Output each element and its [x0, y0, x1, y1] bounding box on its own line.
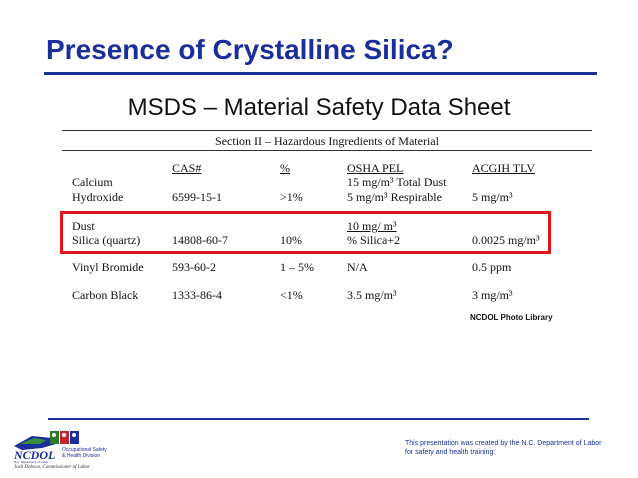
row-pel: N/A — [347, 260, 368, 274]
row-tlv: 5 mg/m³ — [472, 190, 513, 204]
title-divider — [44, 72, 597, 75]
row-percent: 1 – 5% — [280, 260, 314, 274]
row-pel: % Silica+2 — [347, 233, 401, 247]
row-cas: 6599-15-1 — [172, 190, 222, 204]
row-percent: <1% — [280, 288, 303, 302]
logo-department: N.C. Department of Labor — [14, 460, 49, 464]
header-cas: CAS# — [172, 161, 202, 175]
row-percent: >1% — [280, 190, 303, 204]
row-name: Hydroxide — [72, 190, 124, 204]
footer-divider — [48, 418, 589, 420]
row-tlv: 3 mg/m³ — [472, 288, 513, 302]
msds-excerpt: Section II – Hazardous Ingredients of Ma… — [62, 128, 592, 324]
section-title: Section II – Hazardous Ingredients of Ma… — [215, 134, 439, 148]
photo-credit: NCDOL Photo Library — [470, 313, 553, 322]
row-name: Calcium — [72, 175, 113, 189]
row-name: Dust — [72, 219, 95, 233]
row-name: Vinyl Bromide — [72, 260, 144, 274]
row-cas: 593-60-2 — [172, 260, 216, 274]
header-percent: % — [280, 161, 290, 175]
slide-title: Presence of Crystalline Silica? — [46, 34, 454, 65]
row-name: Silica (quartz) — [72, 233, 141, 247]
row-pel: 3.5 mg/m³ — [347, 288, 397, 302]
row-tlv: 0.0025 mg/m³ — [472, 233, 540, 247]
row-pel: 15 mg/m³ Total Dust — [347, 175, 447, 189]
header-acgih-tlv: ACGIH TLV — [472, 161, 536, 175]
row-name: Carbon Black — [72, 288, 139, 302]
row-cas: 1333-86-4 — [172, 288, 222, 302]
doc-rule — [62, 150, 592, 151]
footer-note: This presentation was created by the N.C… — [405, 440, 602, 456]
logo-wordmark: NCDOL — [14, 448, 56, 462]
row-tlv: 0.5 ppm — [472, 260, 512, 274]
row-cas: 14808-60-7 — [172, 233, 228, 247]
ncdol-logo — [14, 431, 79, 450]
doc-rule — [62, 130, 592, 131]
slide-subtitle: MSDS – Material Safety Data Sheet — [127, 94, 511, 121]
row-pel: 5 mg/m³ Respirable — [347, 190, 442, 204]
silica-highlight-box — [60, 211, 551, 254]
row-percent: 10% — [280, 233, 302, 247]
header-osha-pel: OSHA PEL — [347, 161, 404, 175]
row-pel: 10 mg/ m³ — [347, 219, 397, 233]
logo-division: Occupational Safety & Health Division — [62, 447, 107, 459]
logo-commissioner: Josh Dobson, Commissioner of Labor — [14, 465, 90, 470]
